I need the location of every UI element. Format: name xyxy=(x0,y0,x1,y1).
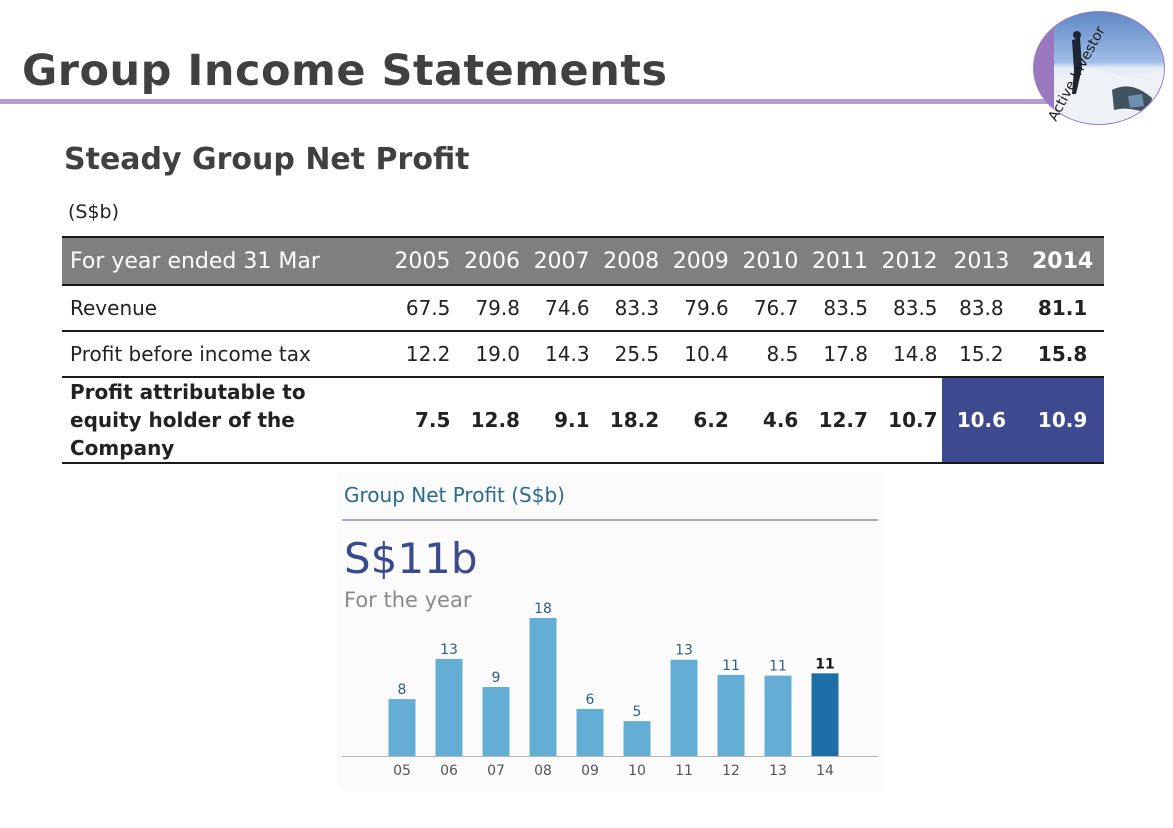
chart-title-divider xyxy=(342,519,878,521)
table-cell: 10.4 xyxy=(663,330,733,377)
table-cell: 12.7 xyxy=(802,376,872,464)
year-header: 2013 xyxy=(941,236,1022,285)
x-tick-label: 06 xyxy=(440,763,458,779)
data-label-05: 8 xyxy=(398,682,407,698)
active-investor-badge: Active Investor xyxy=(1033,11,1165,125)
bar-14 xyxy=(811,673,839,756)
table-cell: 7.5 xyxy=(384,376,455,464)
table-cell: 14.3 xyxy=(523,330,594,377)
row-label: Revenue xyxy=(62,284,385,331)
table-cell-latest: 15.8 xyxy=(1021,330,1104,377)
table-cell: 12.8 xyxy=(454,376,524,464)
table-row-profit-attributable: Profit attributable to equity holder of … xyxy=(62,376,1104,464)
table-cell: 15.2 xyxy=(941,330,1022,377)
year-header: 2006 xyxy=(454,236,524,285)
table-cell: 18.2 xyxy=(593,376,664,464)
x-tick-label: 05 xyxy=(393,763,411,779)
year-header: 2007 xyxy=(523,236,594,285)
year-header-latest: 2014 xyxy=(1021,236,1104,285)
table-cell: 4.6 xyxy=(732,376,803,464)
x-tick-label: 09 xyxy=(581,763,599,779)
row-label: Profit before income tax xyxy=(62,330,385,377)
year-header: 2011 xyxy=(802,236,872,285)
table-cell: 10.7 xyxy=(871,376,942,464)
data-label-12: 11 xyxy=(722,658,740,674)
year-header: 2012 xyxy=(871,236,942,285)
data-label-10: 5 xyxy=(633,704,642,720)
data-label-14: 11 xyxy=(815,656,834,672)
headline-value: S$11b xyxy=(344,534,478,583)
section-subtitle: Steady Group Net Profit xyxy=(64,142,470,177)
bar-06 xyxy=(435,658,463,756)
year-header: 2009 xyxy=(663,236,733,285)
table-cell-highlighted: 10.6 xyxy=(941,376,1022,464)
unit-label: (S$b) xyxy=(68,201,120,223)
chart-title: Group Net Profit (S$b) xyxy=(344,483,565,507)
table-cell: 8.5 xyxy=(732,330,803,377)
x-tick-label: 14 xyxy=(816,763,834,779)
bar-09 xyxy=(576,708,604,756)
year-header: 2010 xyxy=(732,236,803,285)
table-cell: 12.2 xyxy=(384,330,455,377)
x-tick-label: 13 xyxy=(769,763,787,779)
table-cell: 6.2 xyxy=(663,376,733,464)
table-cell: 79.6 xyxy=(663,284,733,331)
table-row-profit-before-tax: Profit before income tax 12.2 19.0 14.3 … xyxy=(62,330,1104,377)
table-cell: 17.8 xyxy=(802,330,872,377)
net-profit-bar-chart: 8 05 13 06 9 07 18 08 6 09 5 10 13 11 11 12 11 13 11 14 xyxy=(342,601,878,779)
title-divider xyxy=(0,99,1060,104)
row-label: Profit attributable to equity holder of … xyxy=(62,376,385,464)
table-cell: 14.8 xyxy=(871,330,942,377)
bar-13 xyxy=(764,675,792,756)
table-cell: 67.5 xyxy=(384,284,455,331)
bar-12 xyxy=(717,674,745,756)
data-label-13: 11 xyxy=(769,659,787,675)
bar-11 xyxy=(670,659,698,756)
x-tick-label: 07 xyxy=(487,763,505,779)
bar-05 xyxy=(388,699,416,756)
x-tick-label: 12 xyxy=(722,763,740,779)
year-header: 2005 xyxy=(384,236,455,285)
data-label-11: 13 xyxy=(675,643,693,659)
x-tick-label: 08 xyxy=(534,763,552,779)
table-row-revenue: Revenue 67.5 79.8 74.6 83.3 79.6 76.7 83… xyxy=(62,284,1104,331)
bar-10 xyxy=(623,721,651,756)
x-tick-label: 11 xyxy=(675,763,693,779)
table-cell-highlighted: 10.9 xyxy=(1021,376,1104,464)
table-cell: 9.1 xyxy=(523,376,594,464)
table-cell: 74.6 xyxy=(523,284,594,331)
table-cell: 83.3 xyxy=(593,284,664,331)
income-table: For year ended 31 Mar 2005 2006 2007 200… xyxy=(62,236,1104,464)
data-label-08: 18 xyxy=(534,601,552,617)
bar-07 xyxy=(482,687,510,756)
header-label: For year ended 31 Mar xyxy=(62,236,385,285)
table-cell: 83.5 xyxy=(871,284,942,331)
table-cell: 83.5 xyxy=(802,284,872,331)
table-cell: 79.8 xyxy=(454,284,524,331)
table-cell: 25.5 xyxy=(593,330,664,377)
table-cell: 76.7 xyxy=(732,284,803,331)
data-label-06: 13 xyxy=(440,642,458,658)
net-profit-chart-panel: Group Net Profit (S$b) S$11b For the yea… xyxy=(338,472,884,790)
x-tick-label: 10 xyxy=(628,763,646,779)
data-label-07: 9 xyxy=(492,670,501,686)
page-title: Group Income Statements xyxy=(22,46,668,96)
table-cell-latest: 81.1 xyxy=(1021,284,1104,331)
table-header-row: For year ended 31 Mar 2005 2006 2007 200… xyxy=(62,236,1104,285)
year-header: 2008 xyxy=(593,236,664,285)
headline-caption: For the year xyxy=(344,588,472,612)
table-cell: 19.0 xyxy=(454,330,524,377)
table-cell: 83.8 xyxy=(941,284,1022,331)
data-label-09: 6 xyxy=(586,692,595,708)
bar-08 xyxy=(529,618,557,756)
